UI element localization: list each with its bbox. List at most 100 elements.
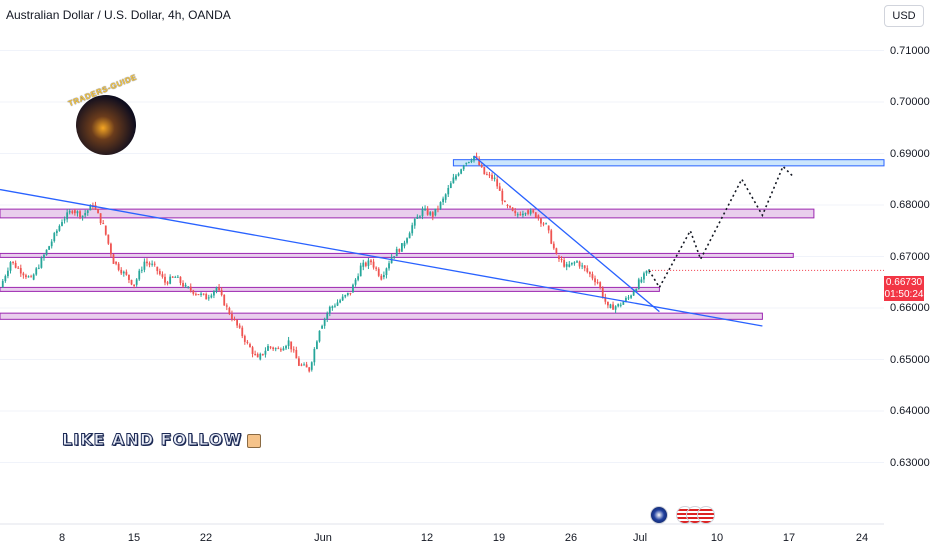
candle-body <box>267 345 269 351</box>
x-tick-label: 26 <box>564 532 578 544</box>
candle-body <box>210 295 213 298</box>
us-flag-icon[interactable] <box>697 506 715 524</box>
candle-body <box>53 233 56 242</box>
projection-layer <box>648 164 794 290</box>
candle-body <box>323 318 326 326</box>
candle-body <box>504 201 506 203</box>
candle-body <box>524 213 527 215</box>
candle-body <box>81 215 84 218</box>
candle-body <box>316 341 318 349</box>
candle-body <box>395 249 398 257</box>
candle-body <box>128 274 130 280</box>
candle-body <box>32 274 35 280</box>
candle-body <box>573 262 576 264</box>
candle-body <box>401 243 403 252</box>
candle-body <box>588 271 591 275</box>
candle-body <box>483 167 486 175</box>
candle-body <box>439 202 442 209</box>
candle-body <box>640 279 643 283</box>
candle-body <box>370 260 372 263</box>
candle-body <box>200 293 202 295</box>
candle-body <box>437 208 439 210</box>
candle-body <box>419 216 421 218</box>
candle-body <box>158 271 161 275</box>
candle-body <box>336 302 339 306</box>
candle-body <box>393 256 396 258</box>
candle-body <box>61 222 63 226</box>
candle-body <box>140 269 143 271</box>
candle-body <box>467 161 470 163</box>
candle-body <box>174 276 177 278</box>
candle-body <box>581 265 584 267</box>
candle-body <box>442 198 444 203</box>
candle-body <box>455 175 457 180</box>
y-tick-label: 0.69000 <box>890 147 930 160</box>
candle-body <box>241 327 244 337</box>
candle-body <box>218 287 220 291</box>
y-tick-label: 0.64000 <box>890 405 930 417</box>
candle-body <box>447 188 450 195</box>
y-tick-label: 0.67000 <box>890 250 930 263</box>
candle-body <box>50 241 53 247</box>
candle-body <box>184 284 187 287</box>
candle-body <box>516 214 519 216</box>
candle-body <box>403 242 406 247</box>
candle-body <box>457 173 460 176</box>
x-tick-label: 8 <box>58 532 66 544</box>
trendline <box>473 155 660 313</box>
candle-body <box>344 295 347 297</box>
x-tick-label: Jun <box>314 532 332 544</box>
zone-rect <box>0 312 763 320</box>
zone-rect <box>0 208 815 219</box>
candle-body <box>511 207 514 211</box>
candle-body <box>601 287 604 298</box>
candle-body <box>287 340 290 346</box>
candle-body <box>421 208 424 217</box>
x-tick-label: Jul <box>632 532 648 544</box>
y-tick-label: 0.66000 <box>890 302 930 314</box>
candle-body <box>352 284 354 293</box>
candle-body <box>195 293 197 295</box>
like-and-follow-text: LIKE AND FOLLOW <box>61 430 262 450</box>
zone-rect <box>452 159 885 167</box>
candle-body <box>645 270 648 274</box>
candle-body <box>19 268 22 274</box>
candle-body <box>594 278 596 283</box>
thumbs-up-icon <box>247 433 262 448</box>
candle-body <box>233 319 236 321</box>
candle-body <box>604 297 607 302</box>
candle-body <box>310 362 313 370</box>
candle-body <box>599 282 602 288</box>
currency-selector[interactable]: USD <box>884 5 924 27</box>
candle-body <box>285 345 287 349</box>
x-tick-label: 24 <box>855 532 869 544</box>
candle-body <box>334 305 336 307</box>
chart-title: Australian Dollar / U.S. Dollar, 4h, OAN… <box>6 8 231 22</box>
candle-body <box>339 300 341 303</box>
candle-body <box>545 223 547 225</box>
candle-body <box>498 186 501 191</box>
candle-body <box>385 268 388 276</box>
candle-body <box>529 210 532 214</box>
candle-body <box>612 304 614 310</box>
candle-body <box>558 256 560 260</box>
candle-body <box>560 259 563 261</box>
candle-body <box>30 276 32 278</box>
candle-body <box>295 350 298 359</box>
candle-body <box>321 325 323 329</box>
au-flag-icon[interactable] <box>650 506 668 524</box>
candle-body <box>156 266 159 272</box>
candle-body <box>231 313 233 320</box>
candle-body <box>261 353 264 355</box>
candle-body <box>254 353 257 355</box>
zone-rect <box>0 286 660 292</box>
candle-body <box>189 286 192 291</box>
candle-body <box>313 348 316 363</box>
candle-body <box>25 275 27 278</box>
candle-body <box>643 273 645 280</box>
y-tick-label: 0.71000 <box>890 44 930 57</box>
candle-body <box>290 341 293 350</box>
candle-body <box>236 319 238 326</box>
candle-body <box>169 276 172 284</box>
